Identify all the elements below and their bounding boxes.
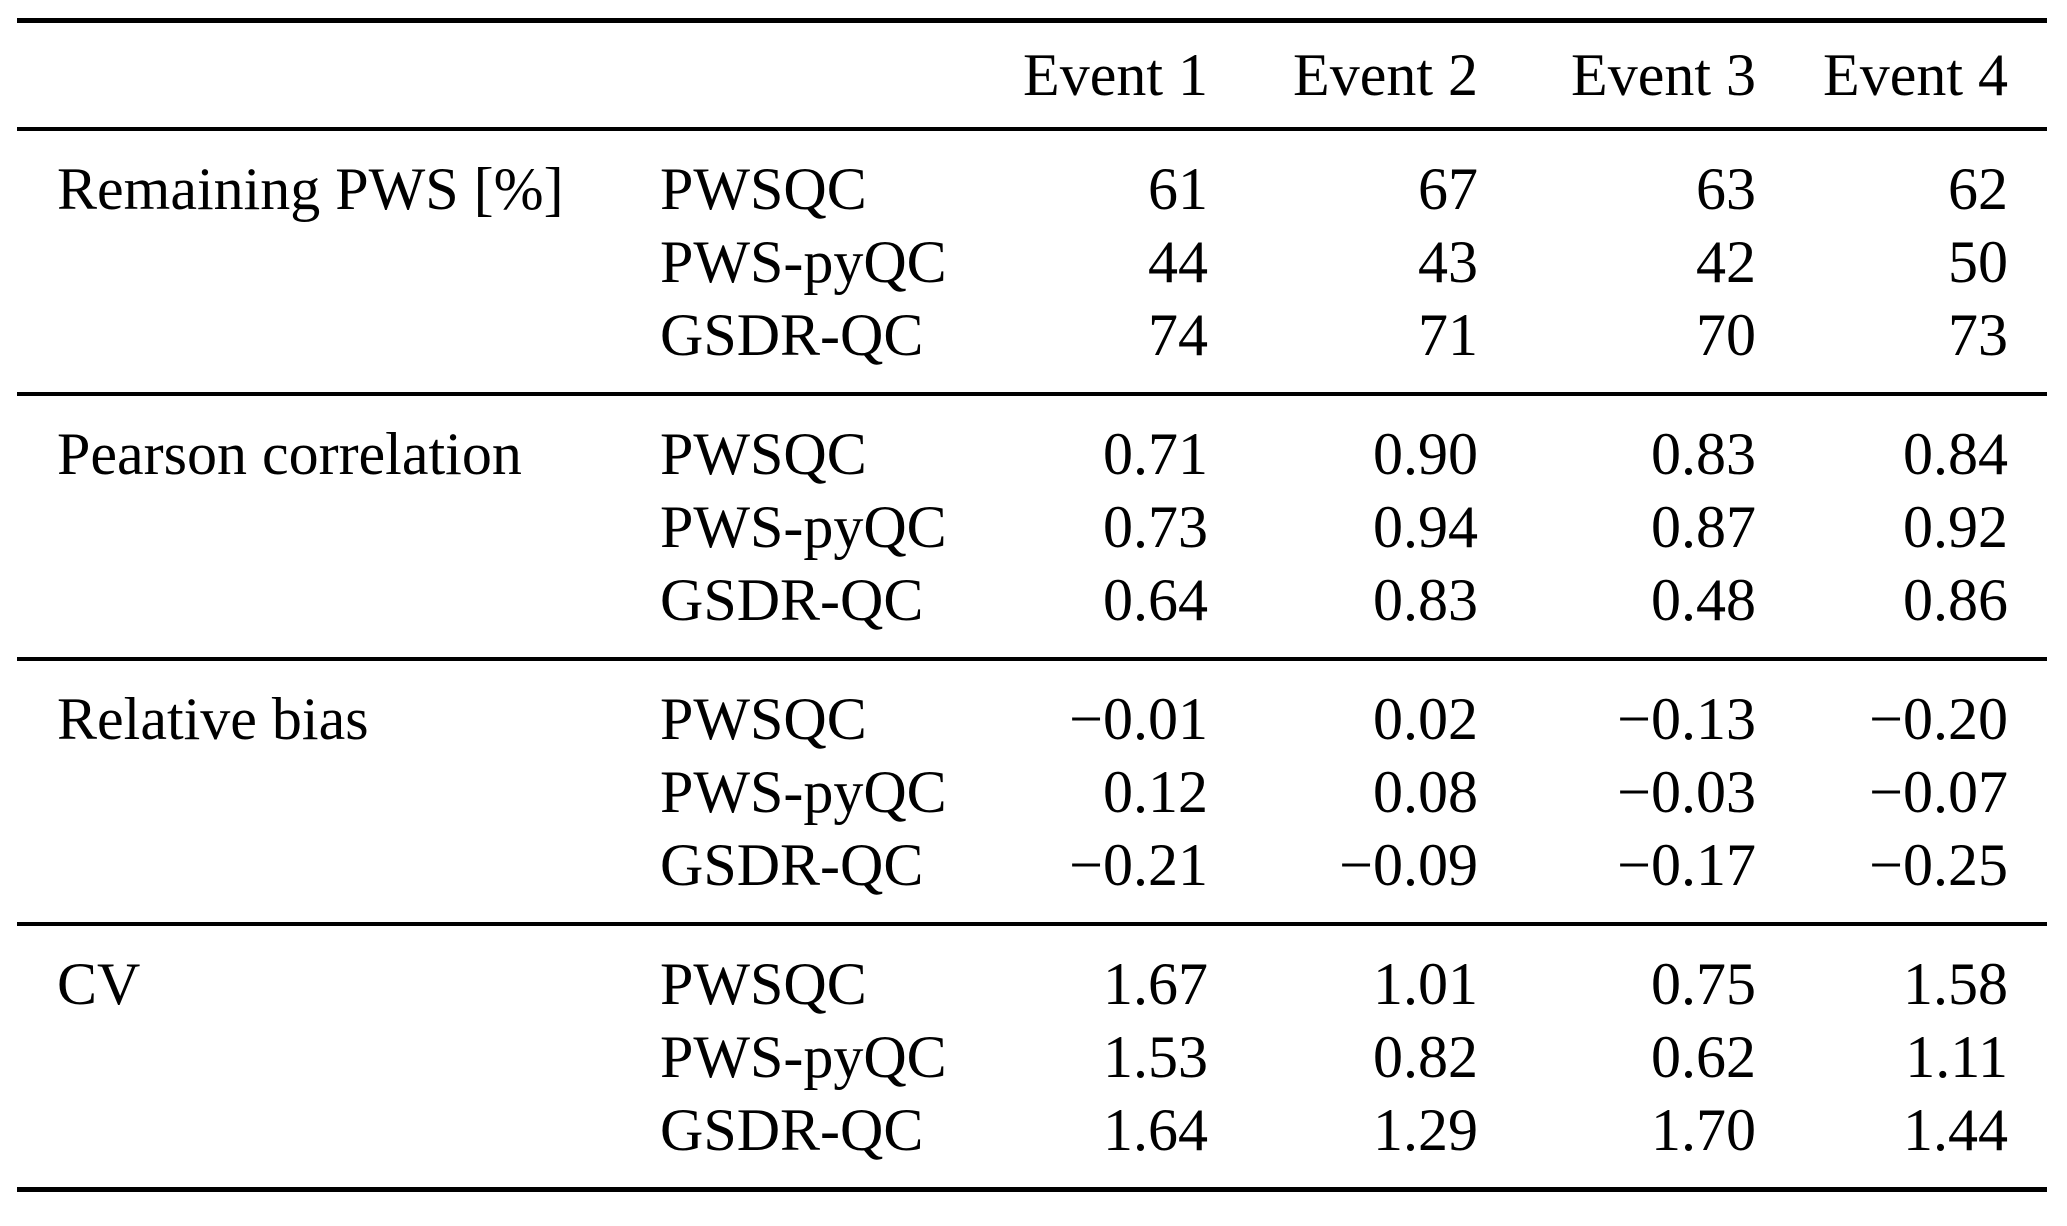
value-cell: −0.09	[1339, 832, 1478, 898]
table-row: Pearson correlation PWSQC 0.71 0.90 0.83…	[17, 394, 2047, 491]
value-cell: 0.83	[1373, 567, 1478, 633]
method-label: GSDR-QC	[660, 567, 924, 633]
value-cell: 1.58	[1903, 951, 2008, 1017]
method-label: PWSQC	[660, 951, 867, 1017]
method-label: PWSQC	[660, 686, 867, 752]
header-metric-blank	[17, 21, 617, 130]
value-cell: 63	[1696, 156, 1756, 222]
value-cell: 0.83	[1651, 421, 1756, 487]
column-header-event-3: Event 3	[1571, 41, 1756, 108]
value-cell: 0.87	[1651, 494, 1756, 560]
method-label: GSDR-QC	[660, 1097, 924, 1163]
value-cell: −0.13	[1617, 686, 1756, 752]
value-cell: −0.20	[1869, 686, 2008, 752]
value-cell: 67	[1418, 156, 1478, 222]
table-row: GSDR-QC 74 71 70 73	[17, 299, 2047, 394]
value-cell: 0.86	[1903, 567, 2008, 633]
metric-label: Pearson correlation	[57, 421, 522, 487]
table-row: GSDR-QC −0.21 −0.09 −0.17 −0.25	[17, 829, 2047, 924]
column-header-event-4: Event 4	[1823, 41, 2008, 108]
value-cell: 0.12	[1103, 759, 1208, 825]
table-row: Relative bias PWSQC −0.01 0.02 −0.13 −0.…	[17, 659, 2047, 756]
value-cell: 1.29	[1373, 1097, 1478, 1163]
group-relative-bias: Relative bias PWSQC −0.01 0.02 −0.13 −0.…	[17, 659, 2047, 924]
value-cell: −0.21	[1069, 832, 1208, 898]
header-method-blank	[617, 21, 947, 130]
value-cell: 42	[1696, 229, 1756, 295]
value-cell: 1.70	[1651, 1097, 1756, 1163]
results-table: Event 1 Event 2 Event 3 Event 4 Remainin…	[17, 18, 2047, 1192]
value-cell: 0.02	[1373, 686, 1478, 752]
method-label: PWS-pyQC	[660, 229, 947, 295]
method-label: PWSQC	[660, 421, 867, 487]
value-cell: 70	[1696, 302, 1756, 368]
value-cell: 0.48	[1651, 567, 1756, 633]
value-cell: 62	[1948, 156, 2008, 222]
value-cell: −0.03	[1617, 759, 1756, 825]
table-header: Event 1 Event 2 Event 3 Event 4	[17, 21, 2047, 130]
value-cell: 0.82	[1373, 1024, 1478, 1090]
method-label: PWS-pyQC	[660, 759, 947, 825]
value-cell: 1.67	[1103, 951, 1208, 1017]
method-label: GSDR-QC	[660, 832, 924, 898]
value-cell: 44	[1148, 229, 1208, 295]
value-cell: 0.71	[1103, 421, 1208, 487]
value-cell: 1.44	[1903, 1097, 2008, 1163]
value-cell: 71	[1418, 302, 1478, 368]
group-remaining-pws: Remaining PWS [%] PWSQC 61 67 63 62 PWS-…	[17, 129, 2047, 394]
value-cell: 0.64	[1103, 567, 1208, 633]
column-header-event-2: Event 2	[1293, 41, 1478, 108]
table-row: GSDR-QC 0.64 0.83 0.48 0.86	[17, 564, 2047, 659]
metric-label: Relative bias	[57, 686, 369, 752]
value-cell: 1.11	[1905, 1024, 2008, 1090]
value-cell: 0.08	[1373, 759, 1478, 825]
table-row: PWS-pyQC 1.53 0.82 0.62 1.11	[17, 1021, 2047, 1094]
value-cell: −0.01	[1069, 686, 1208, 752]
table-row: Remaining PWS [%] PWSQC 61 67 63 62	[17, 129, 2047, 226]
value-cell: 61	[1148, 156, 1208, 222]
value-cell: −0.07	[1869, 759, 2008, 825]
table-row: PWS-pyQC 44 43 42 50	[17, 226, 2047, 299]
value-cell: 0.84	[1903, 421, 2008, 487]
table-row: GSDR-QC 1.64 1.29 1.70 1.44	[17, 1094, 2047, 1190]
table-row: CV PWSQC 1.67 1.01 0.75 1.58	[17, 924, 2047, 1021]
value-cell: 1.53	[1103, 1024, 1208, 1090]
value-cell: 0.94	[1373, 494, 1478, 560]
column-header-event-1: Event 1	[1023, 41, 1208, 108]
metric-label: Remaining PWS [%]	[57, 156, 564, 222]
value-cell: 0.90	[1373, 421, 1478, 487]
method-label: GSDR-QC	[660, 302, 924, 368]
table-row: PWS-pyQC 0.12 0.08 −0.03 −0.07	[17, 756, 2047, 829]
table-row: PWS-pyQC 0.73 0.94 0.87 0.92	[17, 491, 2047, 564]
value-cell: 1.01	[1373, 951, 1478, 1017]
metric-label: CV	[57, 951, 141, 1017]
value-cell: 43	[1418, 229, 1478, 295]
value-cell: 0.92	[1903, 494, 2008, 560]
header-row: Event 1 Event 2 Event 3 Event 4	[17, 21, 2047, 130]
value-cell: 74	[1148, 302, 1208, 368]
value-cell: 50	[1948, 229, 2008, 295]
group-pearson-correlation: Pearson correlation PWSQC 0.71 0.90 0.83…	[17, 394, 2047, 659]
page: { "table": { "column_headers": ["", "", …	[0, 18, 2067, 1226]
value-cell: −0.17	[1617, 832, 1756, 898]
method-label: PWSQC	[660, 156, 867, 222]
value-cell: 73	[1948, 302, 2008, 368]
value-cell: 0.62	[1651, 1024, 1756, 1090]
method-label: PWS-pyQC	[660, 494, 947, 560]
value-cell: −0.25	[1869, 832, 2008, 898]
group-cv: CV PWSQC 1.67 1.01 0.75 1.58 PWS-pyQC 1.…	[17, 924, 2047, 1190]
value-cell: 0.73	[1103, 494, 1208, 560]
method-label: PWS-pyQC	[660, 1024, 947, 1090]
value-cell: 0.75	[1651, 951, 1756, 1017]
value-cell: 1.64	[1103, 1097, 1208, 1163]
